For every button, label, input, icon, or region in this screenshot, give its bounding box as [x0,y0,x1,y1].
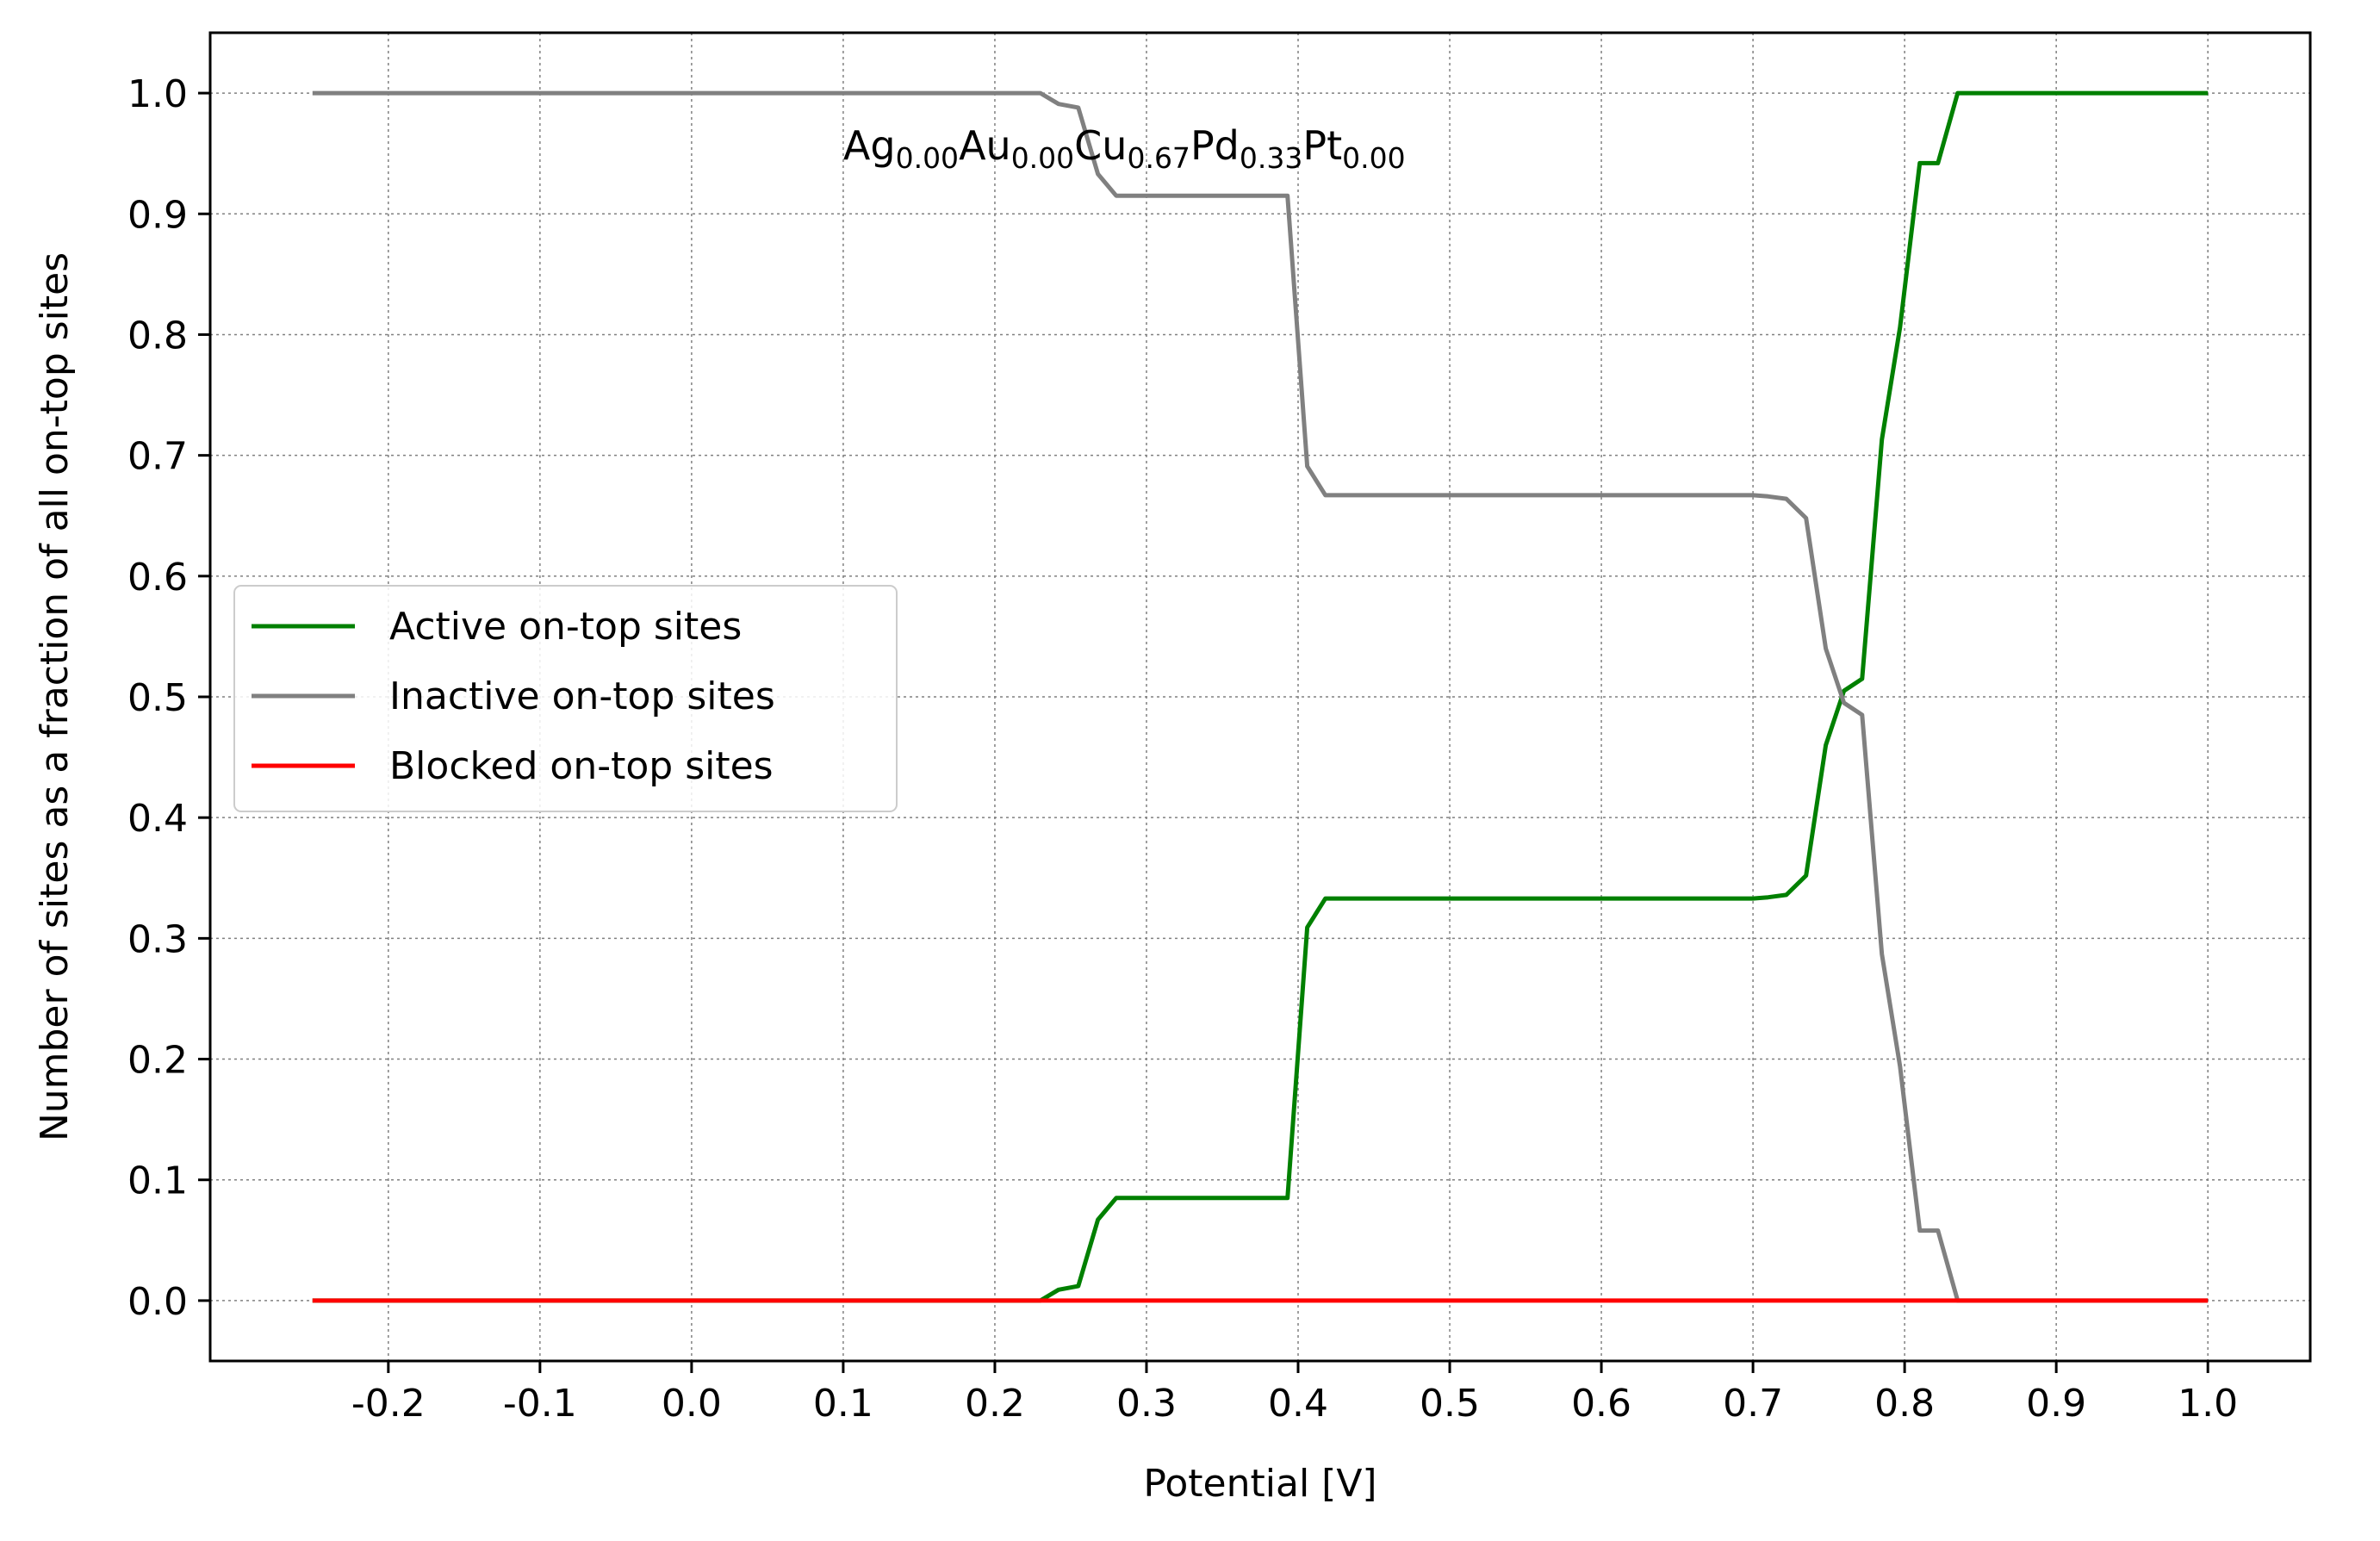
y-tick-label: 1.0 [127,72,188,116]
y-tick-label: 0.8 [127,314,188,357]
x-tick-label: 0.7 [1723,1382,1783,1426]
annotation-sub-pd: 0.33 [1240,141,1302,175]
x-tick-label: 1.0 [2178,1382,2238,1426]
x-tick-label: 0.3 [1116,1382,1177,1426]
axis-ticks: -0.2 -0.1 0.0 0.1 0.2 0.3 0.4 0.5 0.6 0.7 0.8 0.9 1.… [127,72,2238,1426]
x-tick-label: 0.4 [1268,1382,1328,1426]
plot-area-frame [208,31,2312,1363]
x-tick-label: 0.0 [662,1382,722,1426]
legend-box [233,585,898,812]
composition-annotation: Ag0.00Au0.00Cu0.67Pd0.33Pt0.00 [843,122,1406,175]
series-line-inactive [312,90,2209,1303]
annotation-element-au: Au [959,122,1011,169]
annotation-sub-cu: 0.67 [1127,141,1190,175]
legend-label-inactive: Inactive on-top sites [389,674,775,718]
x-tick-label: -0.1 [503,1382,577,1426]
annotation-element-cu: Cu [1074,122,1127,169]
annotation-element-pt: Pt [1302,122,1342,169]
annotation-element-pd: Pd [1190,122,1240,169]
x-tick-label: 0.9 [2026,1382,2086,1426]
y-tick-label: 0.0 [127,1280,188,1324]
y-tick-label: 0.3 [127,917,188,961]
x-tick-label: 0.1 [813,1382,873,1426]
annotation-sub-pt: 0.00 [1342,141,1405,175]
legend-label-active: Active on-top sites [389,605,742,649]
x-tick-label: 0.8 [1874,1382,1935,1426]
y-tick-label: 0.9 [127,193,188,237]
y-tick-label: 0.2 [127,1039,188,1083]
y-tick-label: 0.5 [127,676,188,720]
y-tick-label: 0.6 [127,556,188,600]
x-tick-label: 0.5 [1420,1382,1480,1426]
annotation-sub-ag: 0.00 [896,141,959,175]
y-tick-label: 0.1 [127,1159,188,1203]
y-tick-label: 0.4 [127,797,188,841]
series-layer [312,90,2209,1303]
y-tick-label: 0.7 [127,435,188,479]
legend: Active on-top sites Inactive on-top site… [233,585,898,812]
x-tick-label: -0.2 [351,1382,426,1426]
y-axis-label: Number of sites as a fraction of all on-… [33,252,77,1141]
series-line-active [312,90,2209,1303]
x-axis-label: Potential [V] [1143,1462,1376,1506]
legend-label-blocked: Blocked on-top sites [389,744,774,788]
x-tick-label: 0.2 [965,1382,1025,1426]
annotation-sub-au: 0.00 [1011,141,1074,175]
x-tick-label: 0.6 [1571,1382,1631,1426]
annotation-element-ag: Ag [843,122,896,169]
